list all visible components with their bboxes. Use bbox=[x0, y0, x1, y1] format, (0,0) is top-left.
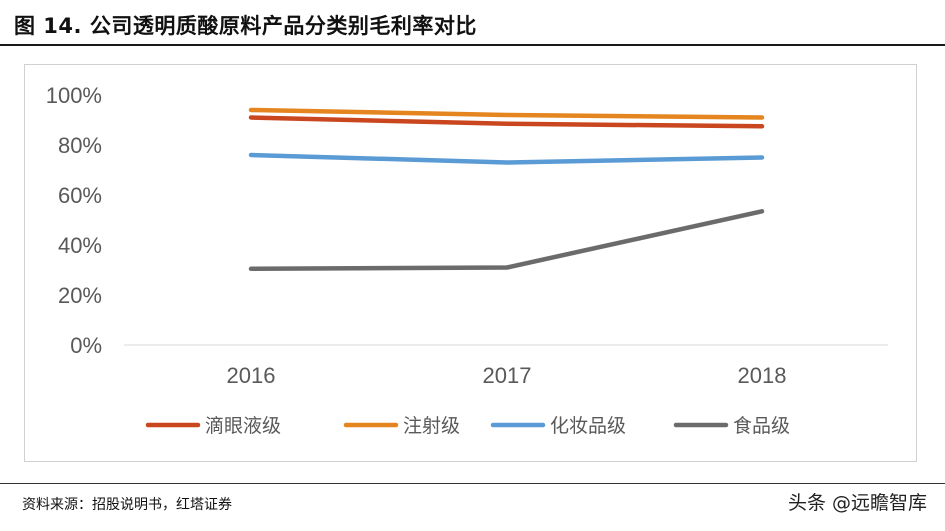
y-tick-label: 100% bbox=[46, 83, 102, 108]
legend-label: 滴眼液级 bbox=[205, 415, 281, 437]
series-line bbox=[248, 115, 765, 129]
source-note: 资料来源：招股说明书，红塔证券 bbox=[22, 497, 232, 513]
x-tick-label: 2017 bbox=[483, 363, 532, 388]
y-tick-label: 40% bbox=[58, 233, 102, 258]
chart-frame bbox=[24, 64, 917, 462]
series-line bbox=[248, 152, 765, 165]
source-divider bbox=[0, 483, 945, 484]
legend-label: 食品级 bbox=[733, 415, 790, 437]
legend-label: 注射级 bbox=[403, 415, 460, 437]
y-tick-label: 20% bbox=[58, 283, 102, 308]
title-divider bbox=[0, 44, 945, 46]
legend-label: 化妆品级 bbox=[550, 415, 626, 437]
watermark: 头条 @远瞻智库 bbox=[787, 492, 927, 514]
y-tick-label: 0% bbox=[70, 333, 102, 358]
figure-title: 图 14. 公司透明质酸原料产品分类别毛利率对比 bbox=[14, 14, 477, 38]
y-tick-label: 60% bbox=[58, 183, 102, 208]
x-tick-label: 2018 bbox=[738, 363, 787, 388]
y-tick-label: 80% bbox=[58, 133, 102, 158]
series-line bbox=[248, 209, 765, 272]
x-tick-label: 2016 bbox=[227, 363, 276, 388]
series-line bbox=[248, 107, 765, 120]
